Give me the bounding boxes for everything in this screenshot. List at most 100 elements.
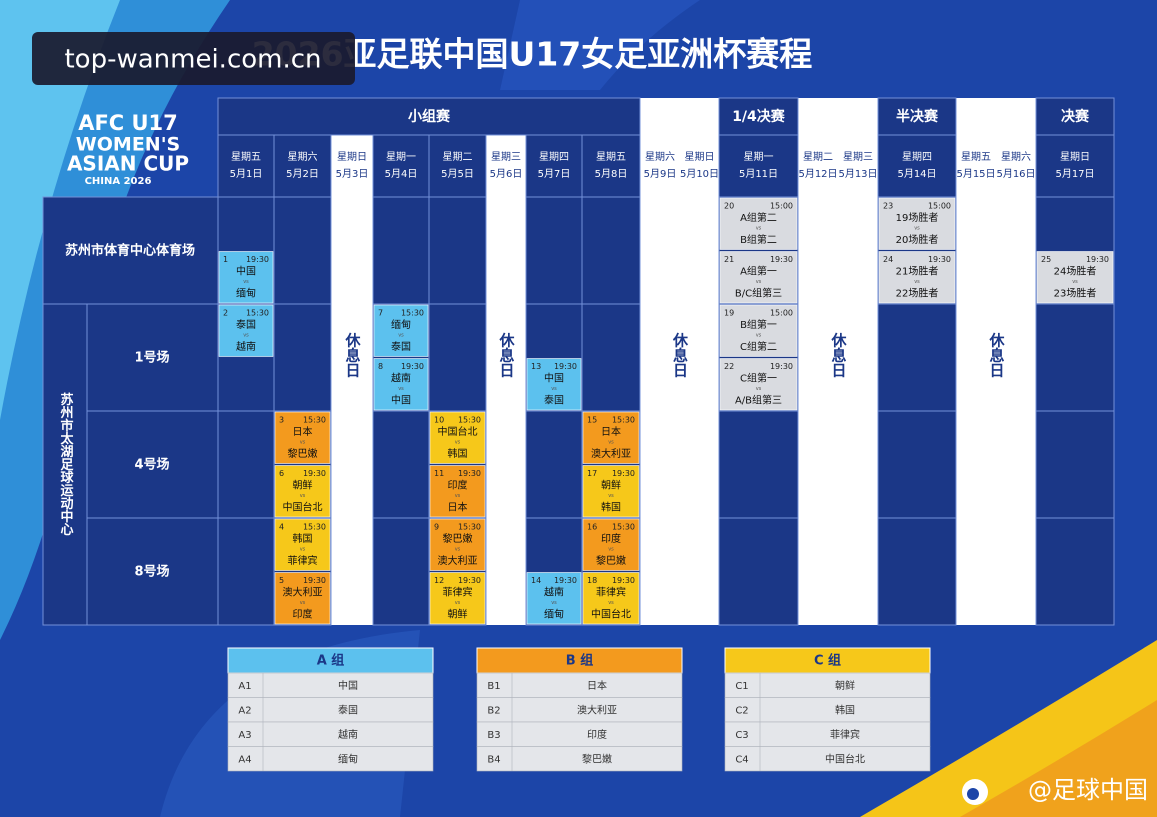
match-number: 10 (434, 416, 444, 425)
match-team: 日本 (601, 425, 621, 438)
field-label: 4号场 (134, 458, 169, 473)
match-team: 21场胜者 (896, 265, 939, 278)
date: 5月8日 (595, 168, 628, 180)
team-name: 泰国 (338, 704, 358, 717)
weekday: 星期日 (337, 151, 367, 163)
match-team: 菲律宾 (596, 586, 626, 599)
schedule-cell (1035, 410, 1115, 519)
match-team: 黎巴嫩 (288, 447, 318, 460)
match-team: 黎巴嫩 (443, 532, 473, 545)
match-cell (429, 572, 486, 625)
match-team: 韩国 (601, 501, 621, 514)
team-code: A1 (238, 681, 251, 692)
day-header (525, 134, 583, 198)
match-time: 19:30 (401, 362, 424, 371)
match-team: 泰国 (544, 394, 564, 407)
match-number: 24 (883, 255, 893, 264)
schedule-cell (525, 410, 583, 519)
match-team: 朝鲜 (293, 479, 313, 492)
team-code: C1 (735, 681, 748, 692)
logo-line: ASIAN CUP (67, 152, 189, 176)
match-team: B组第一 (740, 318, 777, 331)
match-time: 19:30 (928, 255, 951, 264)
match-time: 19:30 (770, 362, 793, 371)
match-cell (878, 197, 956, 250)
weekday: 星期六 (645, 151, 675, 163)
match-team: 澳大利亚 (283, 586, 323, 599)
match-time: 15:30 (458, 416, 481, 425)
group-header (724, 647, 931, 674)
schedule-cell (217, 517, 275, 626)
schedule-cell (877, 303, 957, 412)
match-time: 15:00 (770, 202, 793, 211)
date: 5月16日 (996, 168, 1035, 180)
match-time: 15:30 (401, 309, 424, 318)
match-vs: vs (455, 440, 461, 446)
match-time: 19:30 (770, 255, 793, 264)
group-header (476, 647, 683, 674)
group-row (476, 672, 683, 698)
match-cell (373, 358, 429, 411)
match-number: 20 (724, 202, 734, 211)
group-row (724, 721, 931, 747)
weibo-icon-inner (967, 788, 979, 800)
match-vs: vs (608, 493, 614, 499)
team-code: B1 (487, 681, 500, 692)
match-number: 12 (434, 576, 444, 585)
group-name: B 组 (566, 653, 593, 669)
schedule-cell (217, 410, 275, 519)
match-number: 18 (587, 576, 597, 585)
date: 5月17日 (1055, 168, 1094, 180)
team-name: 朝鲜 (835, 679, 855, 692)
match-number: 19 (724, 309, 734, 318)
date: 5月2日 (286, 168, 319, 180)
schedule-cell (581, 196, 641, 305)
venue-label: 苏州市体育中心体育场 (65, 243, 195, 259)
day-header (217, 134, 275, 198)
match-number: 16 (587, 523, 597, 532)
match-team: 朝鲜 (601, 479, 621, 492)
match-vs: vs (756, 279, 762, 285)
watermark-box (32, 32, 355, 85)
schedule-cell (273, 196, 332, 305)
match-team: 24场胜者 (1054, 265, 1097, 278)
match-number: 9 (434, 523, 439, 532)
credit: @足球中国 (1028, 776, 1148, 804)
wave-left-light (0, 0, 120, 420)
match-team: 19场胜者 (896, 211, 939, 224)
match-team: C组第二 (740, 340, 777, 353)
day-header (1035, 134, 1115, 198)
match-vs: vs (914, 279, 920, 285)
group-row (476, 746, 683, 772)
team-code: C4 (735, 755, 748, 766)
match-cell (582, 518, 640, 571)
field-label: 1号场 (134, 351, 169, 366)
match-team: 韩国 (293, 532, 313, 545)
match-number: 7 (378, 309, 383, 318)
match-time: 15:30 (458, 523, 481, 532)
schedule-cell (718, 517, 799, 626)
match-time: 15:30 (303, 523, 326, 532)
match-number: 6 (279, 469, 284, 478)
team-code: B3 (487, 730, 500, 741)
schedule-cell (1035, 517, 1115, 626)
weekday: 星期三 (843, 151, 873, 163)
weekday: 星期五 (596, 151, 626, 163)
match-team: 越南 (544, 586, 564, 599)
group-row (724, 746, 931, 772)
match-vs: vs (756, 333, 762, 339)
match-cell (719, 197, 798, 250)
weekday: 星期日 (685, 151, 715, 163)
match-time: 19:30 (554, 362, 577, 371)
weekday: 星期一 (744, 151, 774, 163)
match-time: 19:30 (458, 469, 481, 478)
match-vs: vs (551, 386, 557, 392)
day-header (718, 134, 799, 198)
match-cell (719, 358, 798, 411)
team-name: 中国台北 (825, 753, 865, 766)
venue-cell (86, 410, 219, 519)
wave-top (500, 0, 700, 90)
match-team: A组第二 (740, 211, 777, 224)
team-code: A3 (238, 730, 251, 741)
team-name: 中国 (338, 679, 358, 692)
